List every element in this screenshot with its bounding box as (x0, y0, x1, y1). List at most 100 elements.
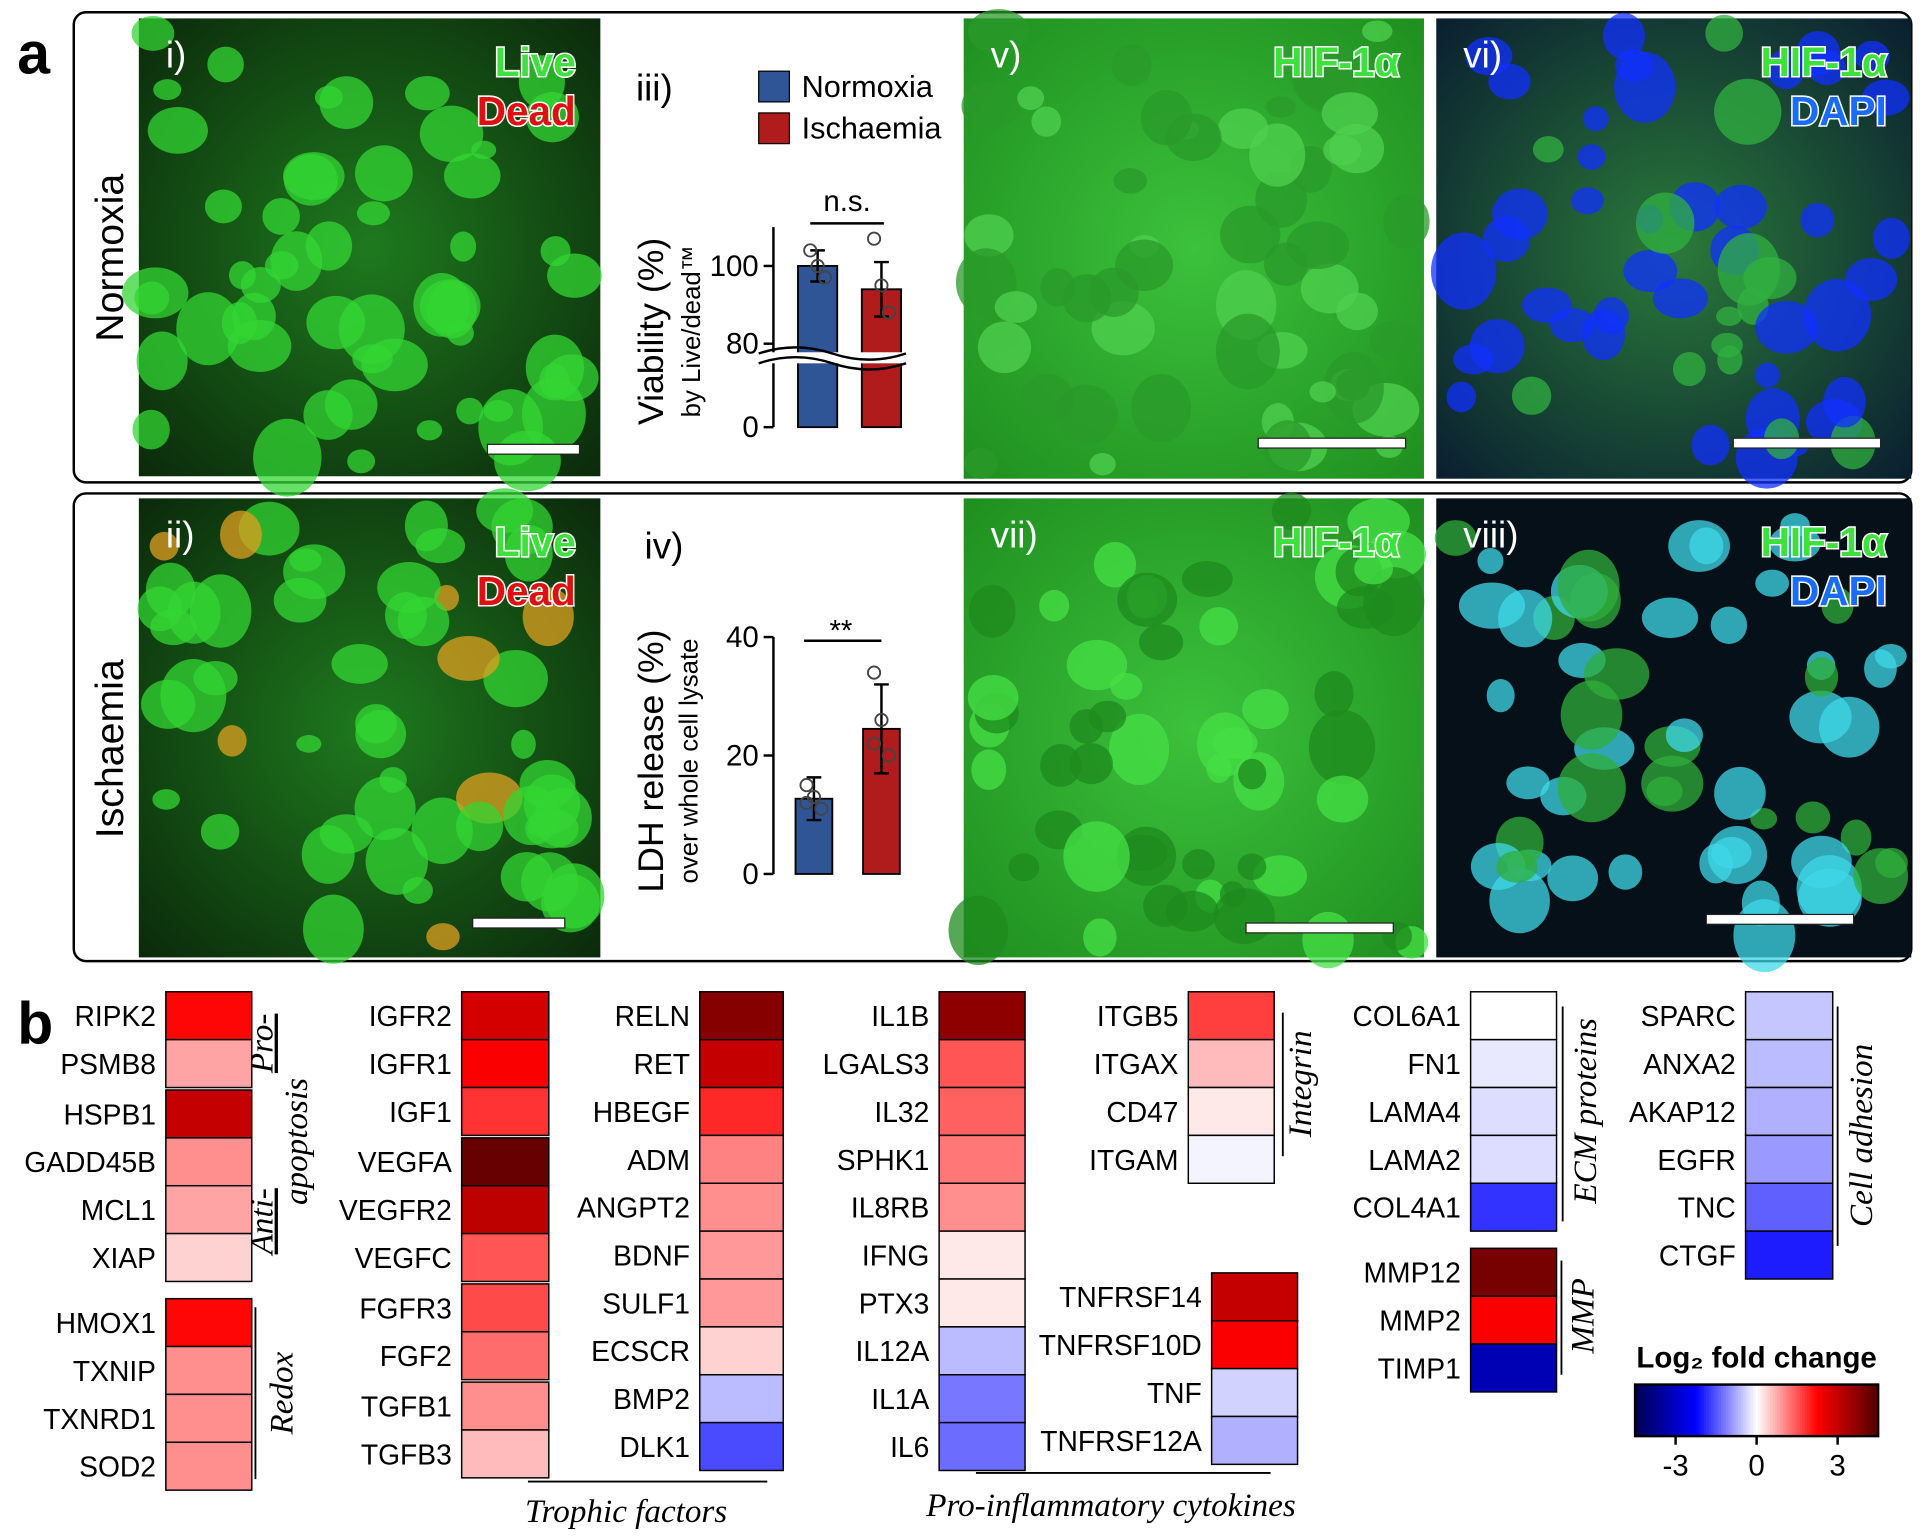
gene-label: VEGFR2 (339, 1194, 452, 1226)
heatmap-cell (1469, 991, 1558, 1041)
cell (405, 75, 450, 111)
cell (971, 749, 1007, 791)
cell (1266, 96, 1296, 118)
heatmap-cell (1744, 1086, 1834, 1137)
colorbar-segment (1750, 1384, 1754, 1437)
cell (149, 531, 179, 561)
group-label: Integrin (1282, 1030, 1319, 1138)
cell (355, 709, 407, 759)
cell (1593, 297, 1629, 335)
colorbar-segment (1696, 1384, 1700, 1437)
cell (456, 397, 484, 425)
y-axis-subtitle: by Live/dead™ (678, 245, 706, 417)
stain-label: Dead (477, 568, 576, 614)
heatmap-cell (938, 1134, 1026, 1185)
image-label: vi) (1463, 35, 1502, 76)
cell (1215, 313, 1280, 390)
y-tick-label: 0 (742, 858, 758, 891)
condition-label: Normoxia (88, 174, 132, 342)
cell (1083, 918, 1117, 957)
cell (411, 797, 473, 864)
cell (1271, 492, 1312, 530)
cell (1255, 171, 1307, 228)
colorbar-segment (1679, 1384, 1683, 1437)
cell (1182, 849, 1215, 880)
colorbar-segment (1806, 1384, 1811, 1437)
cell (413, 273, 471, 337)
gene-label: HMOX1 (56, 1307, 156, 1339)
cell (219, 510, 262, 559)
cell (1362, 20, 1393, 43)
error-bar (874, 683, 889, 775)
colorbar-segment (1730, 1384, 1735, 1437)
scale-bar (472, 917, 566, 929)
heatmap-cell (699, 1374, 784, 1424)
data-point (874, 278, 889, 293)
heatmap-cell (165, 1137, 253, 1187)
cell (354, 145, 413, 202)
cell (1716, 306, 1743, 326)
cell (1430, 232, 1497, 310)
cell (534, 787, 592, 848)
heatmap-cell (460, 1429, 550, 1479)
heatmap-cell (165, 1232, 253, 1283)
colorbar-segment (1711, 1384, 1715, 1437)
cell (207, 46, 244, 83)
gene-label: FGF2 (380, 1340, 452, 1372)
micrograph (1434, 498, 1912, 973)
cell (319, 76, 374, 130)
y-tick-label: 0 (742, 411, 758, 444)
gene-label: IL12A (856, 1335, 930, 1367)
heatmap-cell (165, 1441, 253, 1491)
heatmap-cell (165, 1345, 253, 1396)
colorbar-segment (1772, 1384, 1776, 1437)
cell (1093, 541, 1137, 588)
colorbar-title: Log₂ fold change (1636, 1341, 1876, 1374)
cell (1641, 597, 1699, 639)
cell (1117, 572, 1178, 627)
data-point (867, 231, 882, 246)
gene-label: CD47 (1106, 1096, 1178, 1128)
heatmap-cell (1187, 1038, 1275, 1089)
gene-label: LGALS3 (823, 1048, 930, 1080)
gene-label: TNFRSF10D (1039, 1329, 1202, 1361)
cell (200, 813, 240, 850)
cell (1570, 187, 1605, 215)
data-point (874, 712, 889, 728)
cell (1767, 48, 1805, 90)
colorbar-segment (1725, 1384, 1730, 1437)
gene-label: TXNIP (73, 1355, 156, 1387)
colorbar-segment (1740, 1384, 1744, 1437)
legend-label: Normoxia (802, 69, 934, 104)
gene-label: IL1B (871, 1000, 929, 1032)
colorbar-segment (1664, 1384, 1668, 1437)
colorbar-segment (1667, 1384, 1671, 1437)
cell (356, 201, 390, 226)
cell (1582, 106, 1609, 132)
heatmap-cell (699, 1038, 784, 1089)
cell (1717, 233, 1781, 306)
gene-label: TNC (1678, 1192, 1736, 1224)
scale-bar (1732, 437, 1882, 449)
cell (1069, 743, 1113, 785)
heatmap-cell (938, 1326, 1026, 1376)
cell (1549, 307, 1596, 343)
colorbar-segment (1799, 1384, 1803, 1437)
condition-label: Ischaemia (88, 659, 132, 838)
colorbar-segment (1676, 1384, 1681, 1437)
cell (1354, 553, 1394, 585)
cell (1714, 184, 1767, 230)
heatmap-cell (1469, 1295, 1558, 1345)
cell (1672, 352, 1706, 387)
data-point (799, 778, 814, 793)
colorbar-segment (1853, 1384, 1857, 1437)
cell (302, 894, 364, 964)
colorbar-segment (1819, 1384, 1823, 1437)
cell (968, 584, 1016, 638)
colorbar-segment (1856, 1384, 1860, 1437)
cell (483, 649, 548, 708)
cell (1309, 381, 1336, 403)
gene-label: SPARC (1641, 1000, 1736, 1032)
group-label: Cell adhesion (1843, 1044, 1880, 1227)
heatmap-cell (165, 1038, 253, 1089)
